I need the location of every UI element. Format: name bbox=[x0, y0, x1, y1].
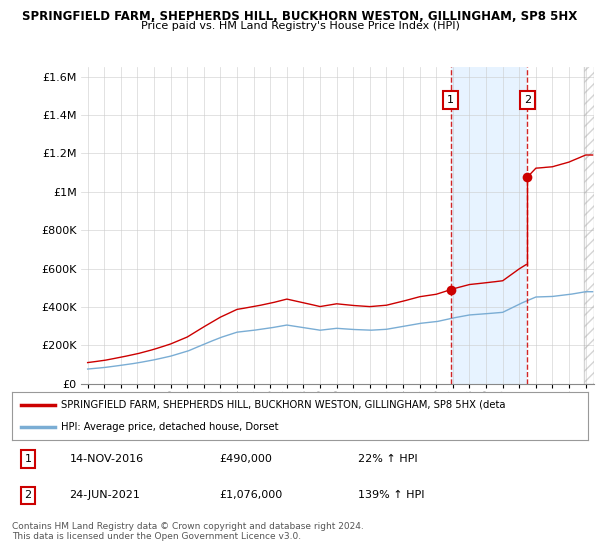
Text: £490,000: £490,000 bbox=[220, 454, 272, 464]
Text: SPRINGFIELD FARM, SHEPHERDS HILL, BUCKHORN WESTON, GILLINGHAM, SP8 5HX (deta: SPRINGFIELD FARM, SHEPHERDS HILL, BUCKHO… bbox=[61, 400, 505, 410]
Text: 2: 2 bbox=[25, 491, 32, 500]
Text: 24-JUN-2021: 24-JUN-2021 bbox=[70, 491, 140, 500]
Text: 139% ↑ HPI: 139% ↑ HPI bbox=[358, 491, 424, 500]
Text: Price paid vs. HM Land Registry's House Price Index (HPI): Price paid vs. HM Land Registry's House … bbox=[140, 21, 460, 31]
Text: HPI: Average price, detached house, Dorset: HPI: Average price, detached house, Dors… bbox=[61, 422, 278, 432]
Text: 14-NOV-2016: 14-NOV-2016 bbox=[70, 454, 144, 464]
Text: Contains HM Land Registry data © Crown copyright and database right 2024.
This d: Contains HM Land Registry data © Crown c… bbox=[12, 522, 364, 542]
Text: SPRINGFIELD FARM, SHEPHERDS HILL, BUCKHORN WESTON, GILLINGHAM, SP8 5HX: SPRINGFIELD FARM, SHEPHERDS HILL, BUCKHO… bbox=[22, 10, 578, 23]
Bar bbox=[451, 67, 527, 384]
Text: 1: 1 bbox=[25, 454, 32, 464]
Text: £1,076,000: £1,076,000 bbox=[220, 491, 283, 500]
Text: 22% ↑ HPI: 22% ↑ HPI bbox=[358, 454, 417, 464]
Text: 2: 2 bbox=[524, 95, 531, 105]
Text: 1: 1 bbox=[447, 95, 454, 105]
